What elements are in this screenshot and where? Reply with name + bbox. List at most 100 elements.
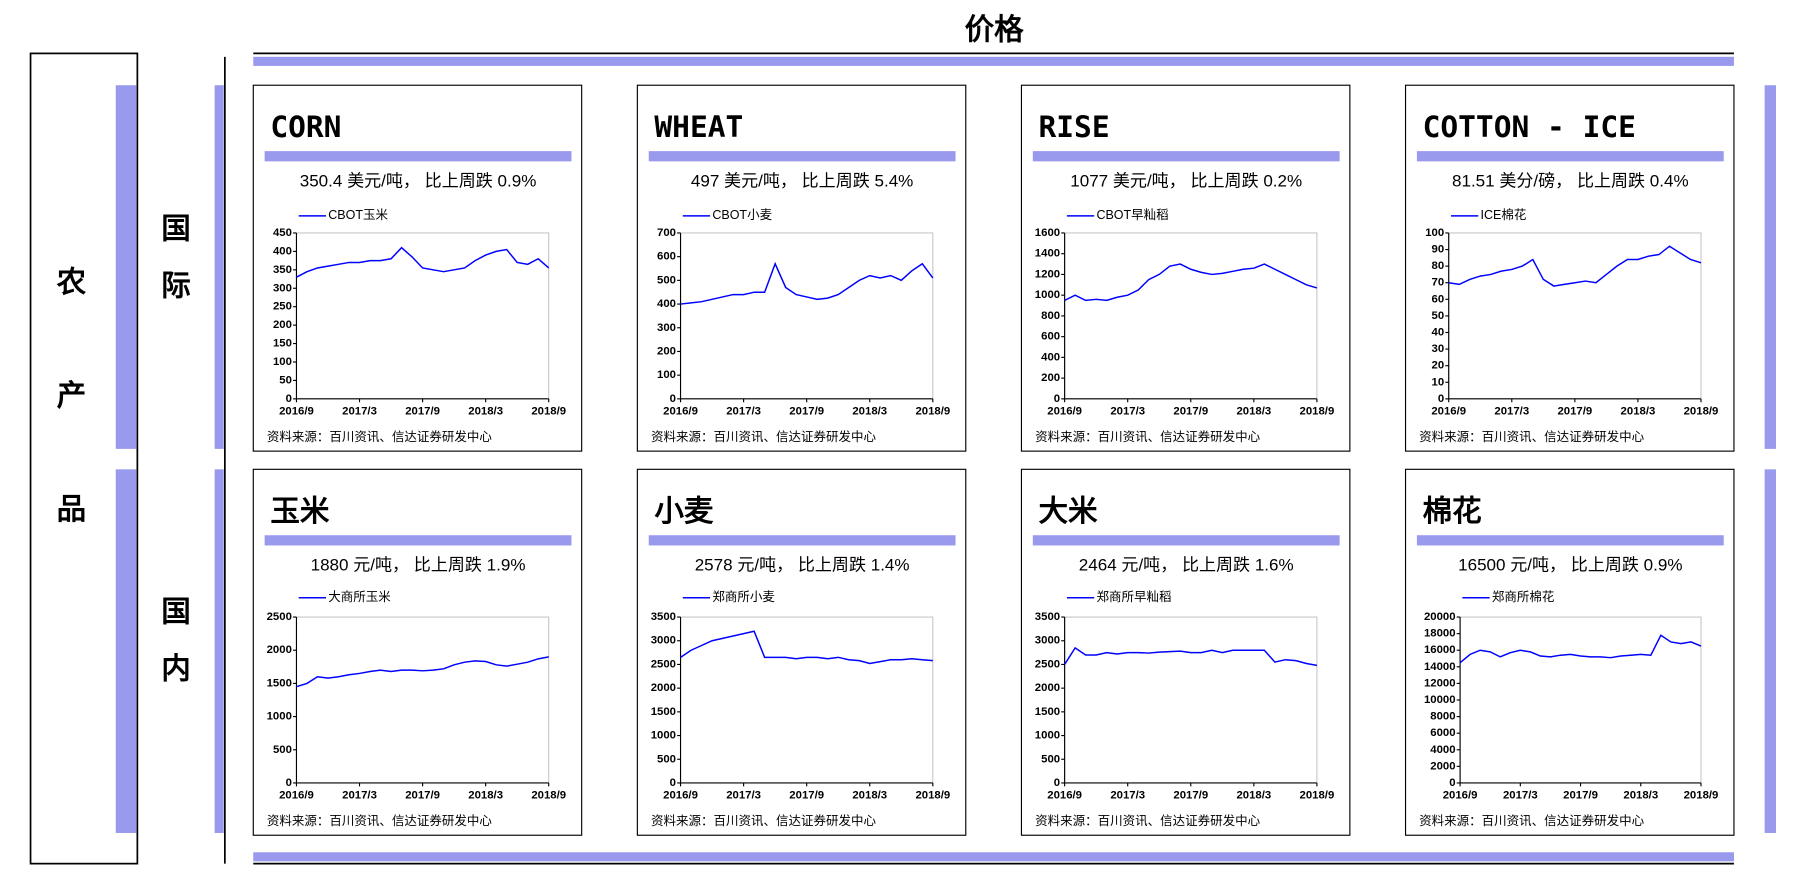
- y-tick-label: 500: [657, 753, 676, 765]
- title-bar: [264, 535, 572, 546]
- panel: [636, 84, 967, 452]
- y-tick-label: 90: [1432, 244, 1445, 256]
- panel: [252, 468, 583, 836]
- y-tick-label: 2000: [651, 682, 676, 694]
- legend-label: ICE棉花: [1481, 207, 1527, 222]
- y-tick-label: 150: [273, 338, 292, 350]
- panel: [252, 84, 583, 452]
- header-title: 价格: [965, 14, 1025, 47]
- y-tick-label: 0: [286, 777, 292, 789]
- y-tick-label: 60: [1432, 293, 1445, 305]
- panel-subtitle: 81.51 美分/磅， 比上周跌 0.4%: [1452, 171, 1689, 190]
- y-tick-label: 600: [1041, 331, 1060, 343]
- y-tick-label: 80: [1432, 260, 1445, 272]
- y-tick-label: 16000: [1424, 644, 1456, 656]
- x-tick-label: 2018/3: [1621, 405, 1656, 417]
- y-tick-label: 70: [1432, 277, 1445, 289]
- x-tick-label: 2018/9: [915, 789, 950, 801]
- right-bar: [1764, 469, 1776, 833]
- y-tick-label: 1200: [1035, 268, 1060, 280]
- y-tick-label: 30: [1432, 343, 1445, 355]
- y-tick-label: 3500: [1035, 611, 1060, 623]
- price-line: [1064, 263, 1318, 302]
- y-tick-label: 1400: [1035, 248, 1060, 260]
- panel-title: RISE: [1039, 110, 1110, 144]
- x-tick-label: 2017/3: [726, 405, 761, 417]
- title-bar: [1032, 151, 1340, 162]
- title-bar: [1416, 535, 1724, 546]
- x-tick-label: 2017/3: [342, 405, 377, 417]
- y-tick-label: 400: [273, 245, 292, 257]
- y-tick-label: 400: [1041, 351, 1060, 363]
- panel: [636, 468, 967, 836]
- y-tick-label: 100: [657, 369, 676, 381]
- y-tick-label: 0: [286, 393, 292, 405]
- y-tick-label: 250: [273, 301, 292, 313]
- panel-subtitle: 1880 元/吨， 比上周跌 1.9%: [311, 555, 526, 574]
- y-tick-label: 40: [1432, 327, 1445, 339]
- panel-title: WHEAT: [654, 110, 743, 144]
- row-label: 国: [161, 212, 191, 245]
- panel-title: 大米: [1039, 494, 1099, 528]
- y-tick-label: 1500: [651, 706, 676, 718]
- y-tick-label: 8000: [1430, 711, 1455, 723]
- y-tick-label: 200: [1041, 372, 1060, 384]
- x-tick-label: 2017/9: [405, 405, 440, 417]
- y-tick-label: 300: [657, 322, 676, 334]
- x-tick-label: 2017/9: [405, 789, 440, 801]
- row-bar: [214, 469, 224, 833]
- y-tick-label: 200: [273, 319, 292, 331]
- y-tick-label: 1000: [1035, 289, 1060, 301]
- y-tick-label: 3500: [651, 611, 676, 623]
- x-tick-label: 2018/3: [1623, 789, 1658, 801]
- x-tick-label: 2016/9: [663, 405, 698, 417]
- x-tick-label: 2018/9: [915, 405, 950, 417]
- x-tick-label: 2016/9: [279, 405, 314, 417]
- x-tick-label: 2018/9: [531, 405, 566, 417]
- y-tick-label: 1000: [651, 730, 676, 742]
- y-tick-label: 100: [273, 356, 292, 368]
- y-tick-label: 450: [273, 227, 292, 239]
- panel-subtitle: 497 美元/吨， 比上周跌 5.4%: [691, 171, 913, 190]
- legend-label: 郑商所棉花: [1492, 589, 1555, 604]
- side-bar: [115, 469, 137, 833]
- legend-label: 郑商所小麦: [712, 589, 775, 604]
- legend-label: CBOT早籼稻: [1096, 207, 1168, 222]
- x-tick-label: 2016/9: [1443, 789, 1478, 801]
- price-line: [680, 630, 933, 665]
- x-tick-label: 2016/9: [1431, 405, 1466, 417]
- x-tick-label: 2017/3: [1494, 405, 1529, 417]
- x-tick-label: 2017/9: [789, 405, 824, 417]
- price-line: [1064, 646, 1318, 667]
- y-tick-label: 10000: [1424, 694, 1456, 706]
- y-tick-label: 500: [1041, 753, 1060, 765]
- x-tick-label: 2018/9: [1684, 789, 1719, 801]
- price-line: [296, 246, 550, 278]
- panel: [1020, 84, 1351, 452]
- price-line: [296, 656, 549, 688]
- y-tick-label: 400: [657, 298, 676, 310]
- title-bar: [1416, 151, 1724, 162]
- panel: [1404, 84, 1735, 452]
- source-note: 资料来源：百川资讯、信达证券研发中心: [1035, 813, 1261, 828]
- y-tick-label: 1600: [1035, 227, 1060, 239]
- legend-label: 郑商所早籼稻: [1096, 589, 1171, 604]
- y-tick-label: 2000: [267, 644, 292, 656]
- y-tick-label: 700: [657, 227, 676, 239]
- y-tick-label: 0: [1449, 777, 1455, 789]
- y-tick-label: 0: [1054, 777, 1060, 789]
- x-tick-label: 2017/9: [1563, 789, 1598, 801]
- row-label: 内: [161, 652, 191, 685]
- legend-label: CBOT玉米: [328, 208, 388, 222]
- y-tick-label: 3000: [651, 635, 676, 647]
- x-tick-label: 2018/9: [1684, 405, 1719, 417]
- y-tick-label: 50: [279, 374, 292, 386]
- y-tick-label: 800: [1041, 310, 1060, 322]
- y-tick-label: 0: [670, 393, 676, 405]
- x-tick-label: 2018/3: [852, 405, 887, 417]
- y-tick-label: 2500: [1035, 658, 1060, 670]
- title-bar: [648, 151, 956, 162]
- legend-label: CBOT小麦: [712, 208, 772, 222]
- row-label: 际: [161, 269, 191, 302]
